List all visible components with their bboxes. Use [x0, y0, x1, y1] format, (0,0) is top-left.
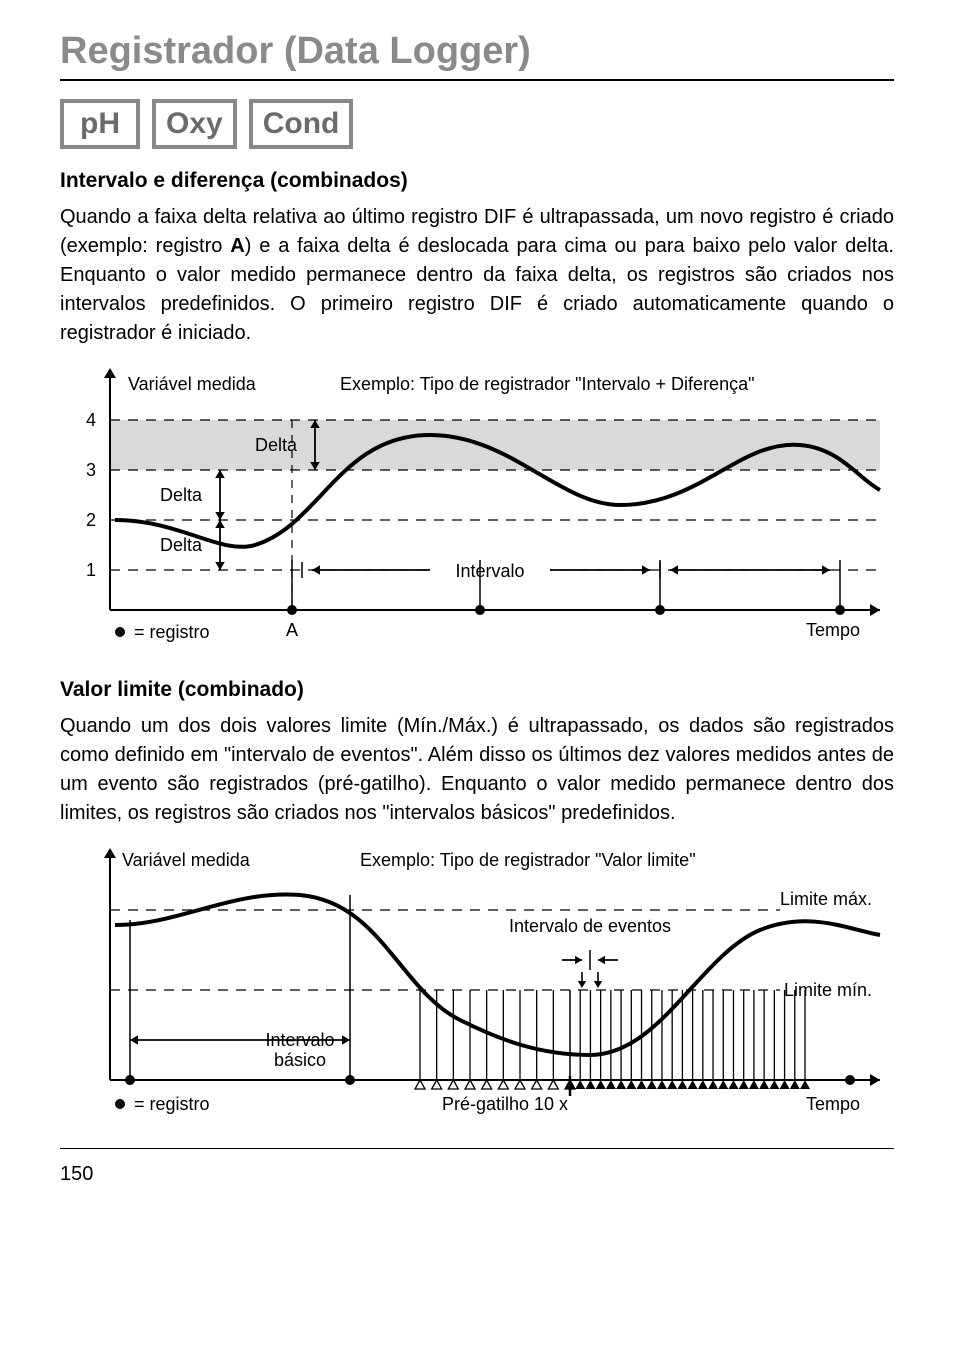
section1-text-bold: A — [230, 235, 244, 257]
svg-text:3: 3 — [86, 460, 96, 480]
badge-row: pH Oxy Cond — [60, 99, 894, 149]
chart1-container: 1234DeltaDeltaDeltaIntervaloVariável med… — [60, 360, 894, 660]
section2-heading: Valor limite (combinado) — [60, 678, 894, 702]
svg-text:= registro: = registro — [134, 1094, 210, 1114]
svg-text:Intervalo: Intervalo — [265, 1030, 334, 1050]
svg-text:Tempo: Tempo — [806, 620, 860, 640]
svg-text:Delta: Delta — [160, 535, 203, 555]
svg-text:Exemplo: Tipo de registrador ": Exemplo: Tipo de registrador "Valor limi… — [360, 850, 696, 870]
page-number: 150 — [60, 1163, 894, 1186]
svg-text:A: A — [286, 620, 298, 640]
svg-text:4: 4 — [86, 410, 96, 430]
svg-text:Limite máx.: Limite máx. — [780, 889, 872, 909]
chart2-container: Limite máx. Limite mín. Intervalobásico Int… — [60, 840, 894, 1130]
chart1-svg: 1234DeltaDeltaDeltaIntervaloVariável med… — [60, 360, 894, 660]
svg-text:Intervalo: Intervalo — [455, 561, 524, 581]
title-rule — [60, 79, 894, 81]
page-title: Registrador (Data Logger) — [60, 30, 894, 73]
bottom-rule — [60, 1148, 894, 1149]
svg-text:Delta: Delta — [160, 485, 203, 505]
svg-text:= registro: = registro — [134, 622, 210, 642]
badge-oxy: Oxy — [152, 99, 237, 149]
svg-text:1: 1 — [86, 560, 96, 580]
section2-text: Quando um dos dois valores limite (Mín./… — [60, 712, 894, 828]
svg-text:Pré-gatilho 10 x: Pré-gatilho 10 x — [442, 1094, 568, 1114]
badge-cond: Cond — [249, 99, 354, 149]
svg-text:Variável medida: Variável medida — [128, 374, 257, 394]
svg-text:Intervalo de eventos: Intervalo de eventos — [509, 916, 671, 936]
chart2-svg: Limite máx. Limite mín. Intervalobásico Int… — [60, 840, 894, 1130]
svg-text:Limite mín.: Limite mín. — [784, 980, 872, 1000]
svg-text:Variável medida: Variável medida — [122, 850, 251, 870]
svg-text:Exemplo: Tipo de registrador: Exemplo: Tipo de registrador "Intervalo … — [340, 374, 754, 394]
svg-text:básico: básico — [274, 1050, 326, 1070]
svg-text:Tempo: Tempo — [806, 1094, 860, 1114]
badge-ph: pH — [60, 99, 140, 149]
section1-heading: Intervalo e diferença (combinados) — [60, 169, 894, 193]
svg-text:2: 2 — [86, 510, 96, 530]
section1-text: Quando a faixa delta relativa ao último … — [60, 203, 894, 348]
